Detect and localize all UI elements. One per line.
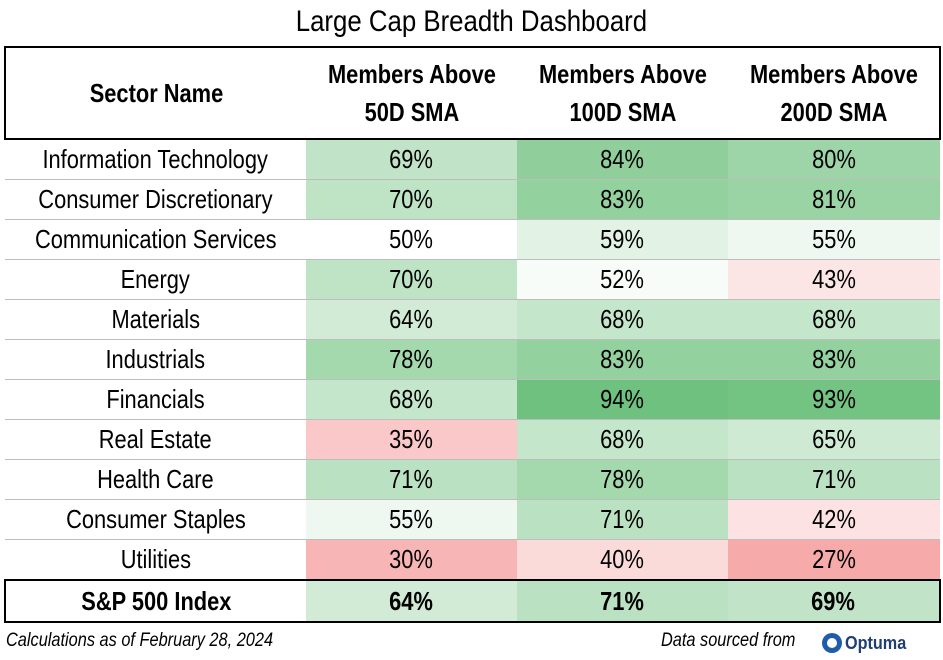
cell-50d: 50% [306,219,517,260]
cell-100d: 71% [517,499,728,540]
table-row: Consumer Staples 55% 71% 42% [5,499,940,540]
total-sector-name: S&P 500 Index [4,579,306,623]
sector-name: Real Estate [5,419,306,460]
cell-100d: 83% [517,179,728,220]
total-100d-cell: 71% [517,579,728,623]
cell-100d: 83% [517,339,728,380]
table-row: Energy 70% 52% 43% [5,259,940,300]
cell-200d: 81% [728,179,940,220]
sector-name: Information Technology [5,138,306,180]
cell-200d: 68% [728,299,940,340]
header-100d: Members Above 100D SMA [517,46,728,140]
table-row: Utilities 30% 40% 27% [5,539,940,581]
table-row: Financials 68% 94% 93% [5,379,940,420]
table-row: Communication Services 50% 59% 55% [5,219,940,260]
source-label: Data sourced from [661,630,796,651]
cell-100d: 68% [517,419,728,460]
cell-100d: 59% [517,219,728,260]
cell-200d: 83% [728,339,940,380]
sector-name: Materials [5,299,306,340]
cell-50d: 30% [306,539,517,581]
table-row: Consumer Discretionary 70% 83% 81% [5,179,940,220]
cell-50d: 68% [306,379,517,420]
header-row: Sector Name Members Above 50D SMA Members… [4,46,941,140]
sector-name: Consumer Staples [5,499,306,540]
sector-name: Energy [5,259,306,300]
sector-name: Utilities [5,539,306,581]
cell-50d: 70% [306,179,517,220]
cell-200d: 65% [728,419,940,460]
sector-name: Consumer Discretionary [5,179,306,220]
sector-name: Industrials [5,339,306,380]
sector-name: Health Care [5,459,306,500]
cell-50d: 64% [306,299,517,340]
cell-100d: 40% [517,539,728,581]
cell-50d: 78% [306,339,517,380]
cell-100d: 84% [517,138,728,180]
footnote: Calculations as of February 28, 2024 [6,630,274,651]
cell-100d: 52% [517,259,728,300]
cell-50d: 70% [306,259,517,300]
header-50d: Members Above 50D SMA [306,46,517,140]
cell-200d: 80% [728,138,940,180]
header-sector: Sector Name [4,46,306,140]
total-row: S&P 500 Index 64% 71% 69% [4,579,941,623]
cell-200d: 93% [728,379,940,420]
total-200d-cell: 69% [728,579,941,623]
table-row: Real Estate 35% 68% 65% [5,419,940,460]
cell-50d: 55% [306,499,517,540]
cell-200d: 71% [728,459,940,500]
sector-name: Communication Services [5,219,306,260]
table-body: Information Technology 69% 84% 80% Consumer … [5,138,940,581]
header-200d: Members Above 200D SMA [728,46,941,140]
cell-100d: 94% [517,379,728,420]
cell-100d: 68% [517,299,728,340]
sector-name: Financials [5,379,306,420]
cell-100d: 78% [517,459,728,500]
optuma-brand-text: Optuma [845,632,907,653]
optuma-logo-icon [822,633,842,653]
optuma-logo: Optuma [822,632,913,654]
table-row: Industrials 78% 83% 83% [5,339,940,380]
cell-200d: 42% [728,499,940,540]
breadth-table: Sector Name Members Above 50D SMA Members… [4,46,941,623]
cell-200d: 55% [728,219,940,260]
cell-200d: 43% [728,259,940,300]
cell-50d: 35% [306,419,517,460]
chart-title: Large Cap Breadth Dashboard [295,5,648,38]
cell-200d: 27% [728,539,940,581]
cell-50d: 71% [306,459,517,500]
cell-50d: 69% [306,138,517,180]
table-row: Health Care 71% 78% 71% [5,459,940,500]
table-row: Materials 64% 68% 68% [5,299,940,340]
table-row: Information Technology 69% 84% 80% [5,138,940,180]
total-50d-cell: 64% [306,579,517,623]
